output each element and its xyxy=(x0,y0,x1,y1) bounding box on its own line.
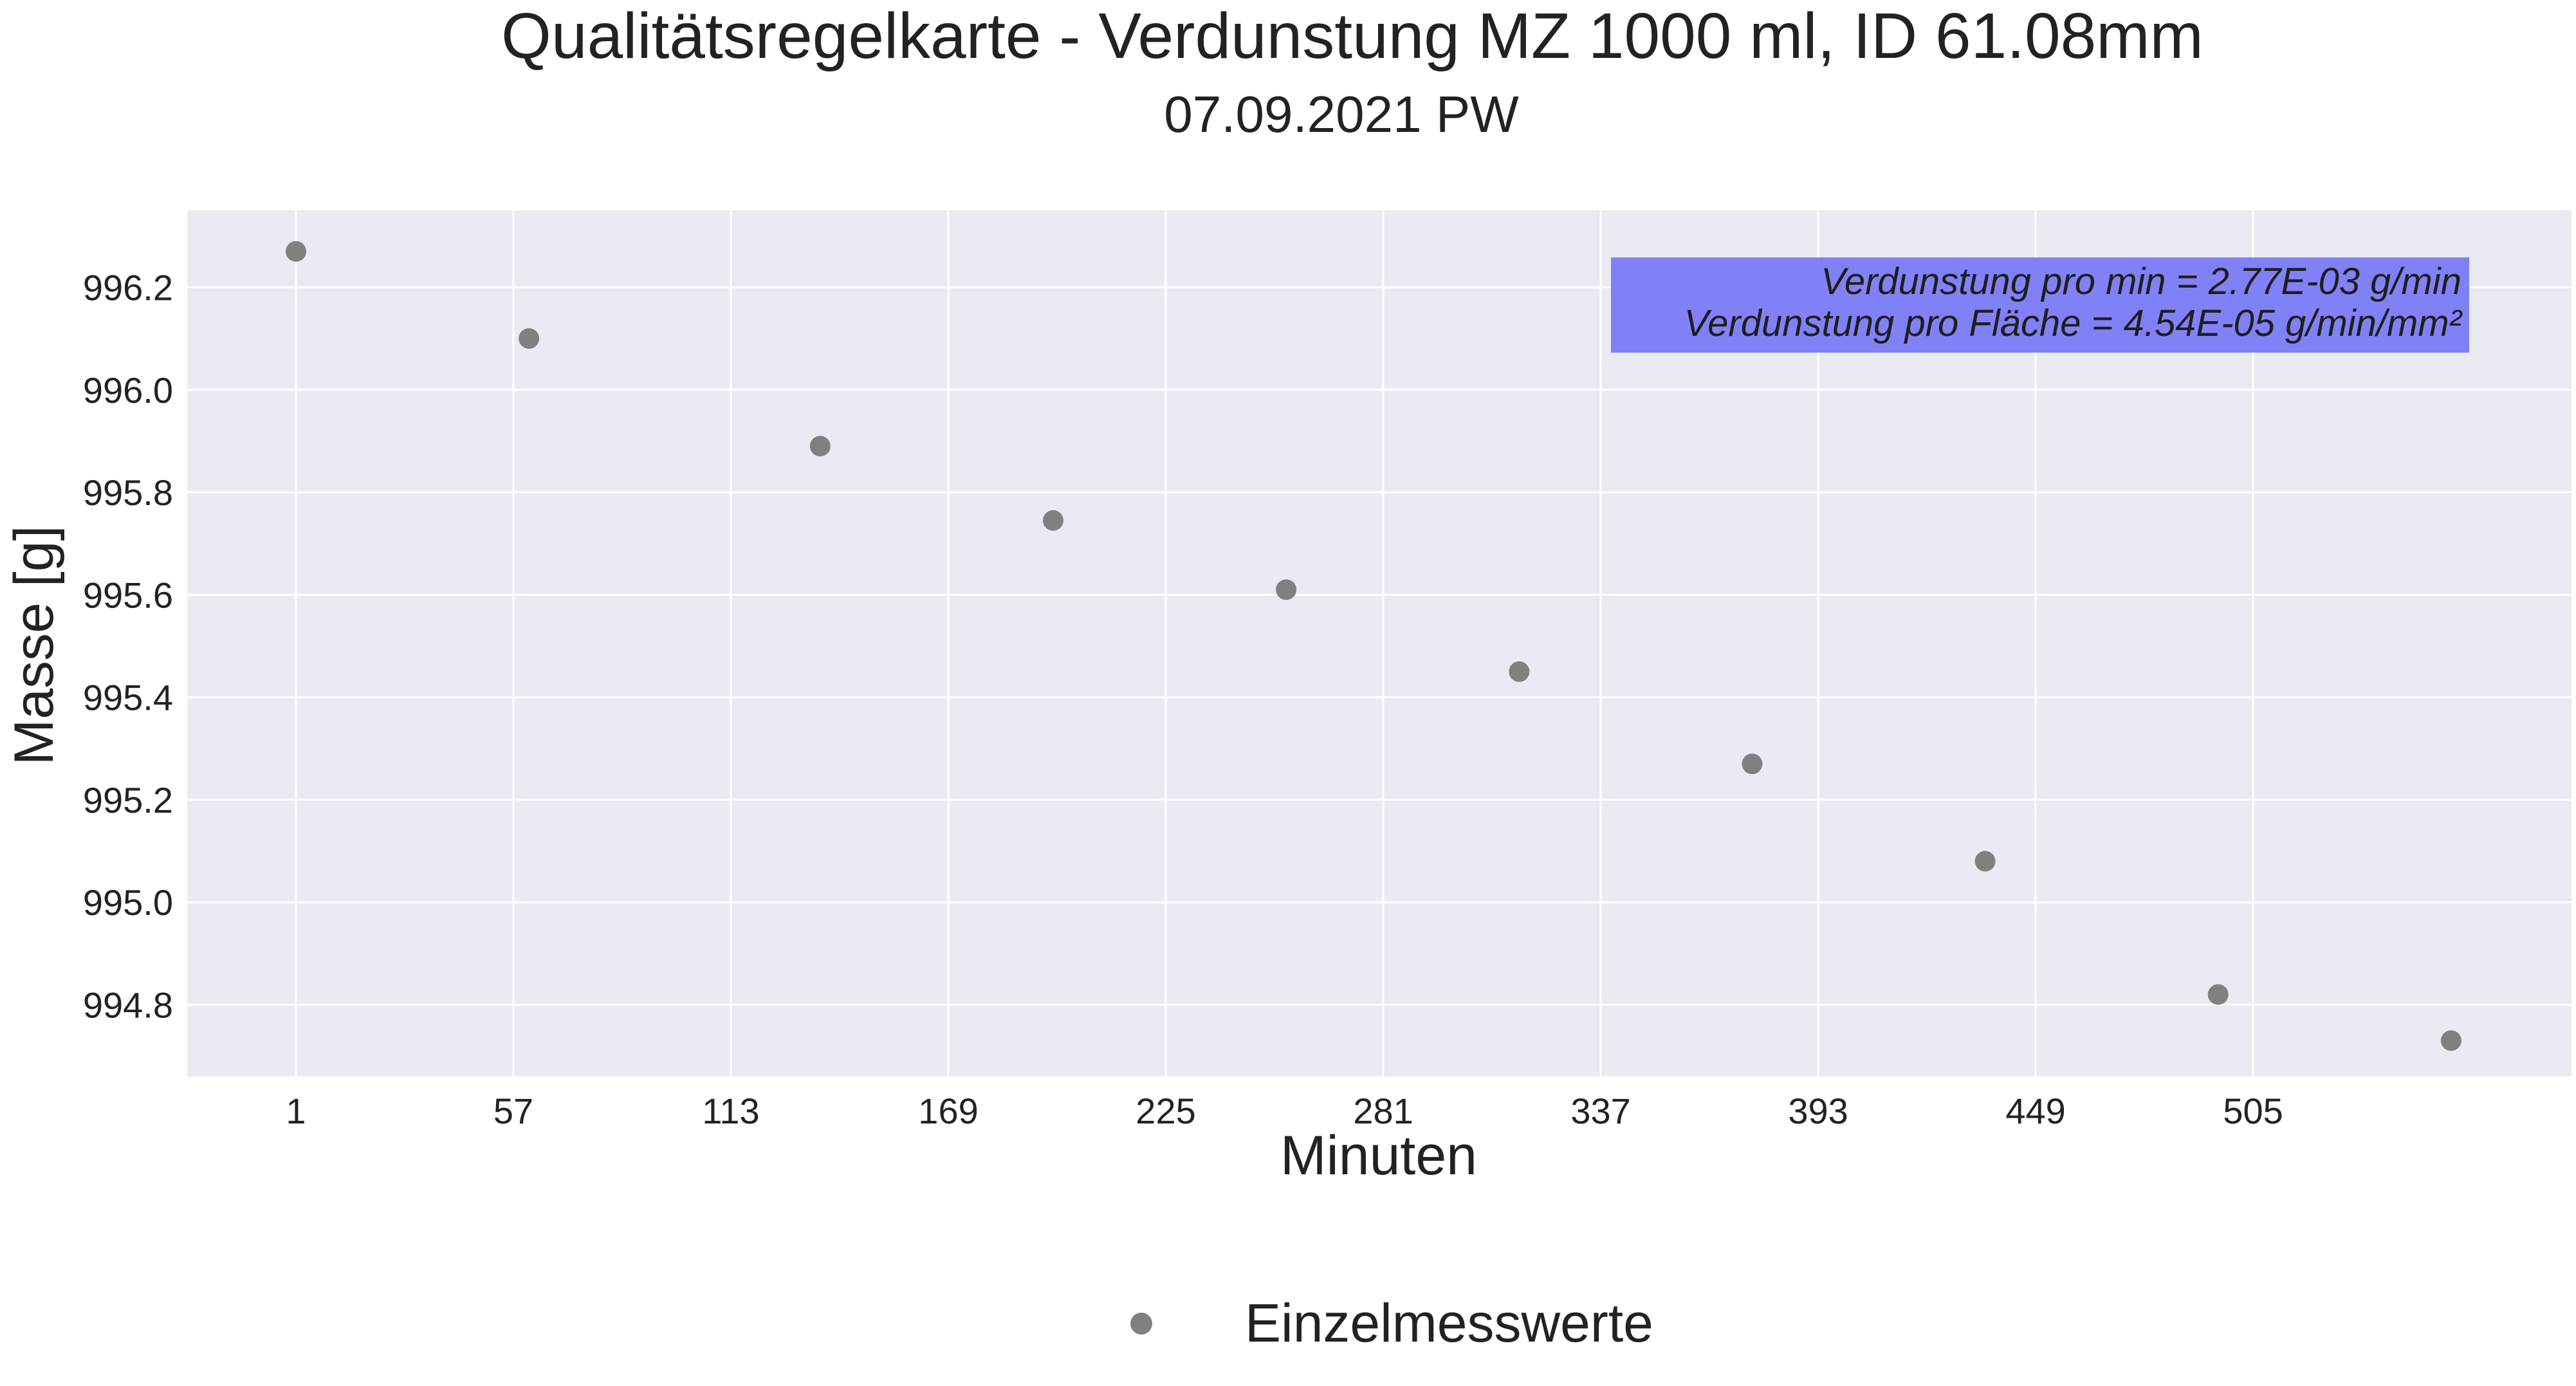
x-tick-label: 1 xyxy=(286,1091,306,1131)
y-tick-label: 995.8 xyxy=(83,472,173,513)
data-point xyxy=(1042,510,1063,531)
x-tick-label: 393 xyxy=(1788,1091,1848,1131)
data-point xyxy=(2440,1030,2461,1051)
y-tick-labels: 996.2 996.0 995.8 995.6 995.4 995.2 995.0 994.8 xyxy=(83,267,173,1025)
y-tick-label: 995.2 xyxy=(83,780,173,820)
y-tick-label: 995.0 xyxy=(83,882,173,923)
x-tick-label: 169 xyxy=(918,1091,978,1131)
legend: Einzelmesswerte xyxy=(1130,1293,1653,1353)
y-axis-label: Masse [g] xyxy=(3,526,65,766)
legend-marker xyxy=(1130,1313,1152,1335)
x-tick-label: 57 xyxy=(493,1091,533,1131)
x-tick-label: 281 xyxy=(1353,1091,1413,1131)
x-tick-label: 337 xyxy=(1570,1091,1630,1131)
plot-area xyxy=(187,210,2571,1076)
data-point xyxy=(1509,661,1530,682)
data-point xyxy=(1276,579,1297,600)
data-point xyxy=(2207,984,2229,1005)
annotation-box: Verdunstung pro min = 2.77E-03 g/min Ver… xyxy=(1611,257,2469,353)
data-point xyxy=(1742,753,1763,775)
y-tick-label: 996.0 xyxy=(83,370,173,411)
x-tick-label: 225 xyxy=(1136,1091,1195,1131)
y-tick-label: 994.8 xyxy=(83,984,173,1025)
annotation-background xyxy=(1611,257,2469,353)
legend-label: Einzelmesswerte xyxy=(1245,1293,1653,1353)
x-tick-labels: 1 57 113 169 225 281 337 393 449 505 xyxy=(286,1091,2283,1131)
x-tick-label: 449 xyxy=(2005,1091,2065,1131)
y-tick-label: 995.6 xyxy=(83,575,173,615)
data-points xyxy=(286,241,2461,1051)
x-tick-label: 113 xyxy=(702,1091,759,1131)
annotation-line-2: Verdunstung pro Fläche = 4.54E-05 g/min/… xyxy=(1684,302,2463,344)
x-tick-label: 505 xyxy=(2223,1091,2283,1131)
x-axis-label: Minuten xyxy=(1280,1125,1477,1187)
chart-title: Qualitätsregelkarte - Verdunstung MZ 100… xyxy=(501,0,2203,72)
y-tick-label: 996.2 xyxy=(83,267,173,308)
data-point xyxy=(286,241,307,262)
data-point xyxy=(519,328,540,349)
chart-subtitle: 07.09.2021 PW xyxy=(1164,86,1519,143)
data-point xyxy=(1974,851,1996,872)
annotation-line-1: Verdunstung pro min = 2.77E-03 g/min xyxy=(1821,261,2461,302)
data-point xyxy=(809,436,831,457)
y-tick-label: 995.4 xyxy=(83,678,173,718)
